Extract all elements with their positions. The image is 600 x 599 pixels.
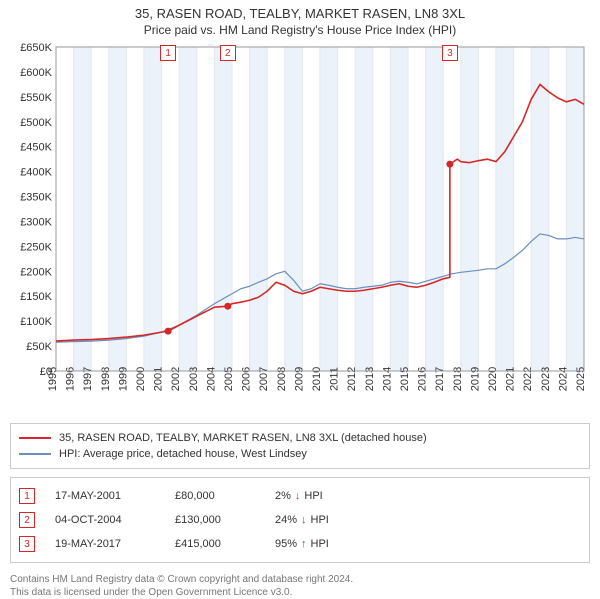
x-tick-label: 2010 — [311, 367, 323, 391]
x-tick-label: 1996 — [65, 367, 77, 391]
event-marker-box: 3 — [19, 536, 35, 552]
chart-area: 1995199619971998199920002001200220032004… — [10, 41, 590, 417]
event-date: 19-MAY-2017 — [55, 538, 155, 550]
x-tick-label: 2016 — [417, 367, 429, 391]
y-tick-label: £650K — [20, 42, 52, 54]
y-tick-label: £600K — [20, 67, 52, 79]
y-tick-label: £0 — [40, 366, 52, 378]
event-price: £80,000 — [175, 490, 255, 502]
chart-title: 35, RASEN ROAD, TEALBY, MARKET RASEN, LN… — [0, 6, 600, 21]
x-tick-label: 2000 — [135, 367, 147, 391]
y-tick-label: £500K — [20, 117, 52, 129]
x-tick-label: 2023 — [540, 367, 552, 391]
event-marker-box: 2 — [19, 512, 35, 528]
sale-marker-2: 2 — [220, 45, 236, 61]
x-tick-label: 2021 — [505, 367, 517, 391]
x-tick-label: 2005 — [223, 367, 235, 391]
y-tick-label: £350K — [20, 192, 52, 204]
y-tick-label: £100K — [20, 316, 52, 328]
x-tick-label: 2006 — [241, 367, 253, 391]
chart-svg: 1995199619971998199920002001200220032004… — [10, 41, 590, 417]
sale-marker-1: 1 — [160, 45, 176, 61]
events-table: 117-MAY-2001£80,0002%↓HPI204-OCT-2004£13… — [10, 477, 590, 563]
arrow-down-icon: ↓ — [301, 514, 307, 526]
arrow-down-icon: ↓ — [295, 490, 301, 502]
x-tick-label: 2007 — [258, 367, 270, 391]
x-tick-label: 2003 — [188, 367, 200, 391]
event-diff-suffix: HPI — [304, 490, 322, 502]
x-tick-label: 2020 — [487, 367, 499, 391]
event-price: £415,000 — [175, 538, 255, 550]
event-date: 17-MAY-2001 — [55, 490, 155, 502]
event-diff-suffix: HPI — [311, 538, 329, 550]
event-price: £130,000 — [175, 514, 255, 526]
event-row: 3 19-MAY-2017 £415,000 95% ↑ HPI — [19, 532, 581, 556]
x-tick-label: 1999 — [117, 367, 129, 391]
event-diff-pct: 2% — [275, 490, 291, 502]
y-tick-label: £400K — [20, 167, 52, 179]
event-diff: 95% ↑ HPI — [275, 538, 385, 550]
legend: 35, RASEN ROAD, TEALBY, MARKET RASEN, LN… — [10, 423, 590, 469]
x-tick-label: 2014 — [381, 367, 393, 391]
footer-line-1: Contains HM Land Registry data © Crown c… — [10, 573, 590, 586]
title-block: 35, RASEN ROAD, TEALBY, MARKET RASEN, LN… — [0, 0, 600, 39]
event-row: 2 04-OCT-2004 £130,000 24% ↓ HPI — [19, 508, 581, 532]
sale-point — [165, 328, 172, 335]
x-tick-label: 2001 — [153, 367, 165, 391]
x-tick-label: 2025 — [575, 367, 587, 391]
legend-swatch — [19, 437, 51, 439]
legend-row: 35, RASEN ROAD, TEALBY, MARKET RASEN, LN… — [19, 430, 581, 446]
legend-label: 35, RASEN ROAD, TEALBY, MARKET RASEN, LN… — [59, 432, 427, 444]
x-tick-label: 2012 — [346, 367, 358, 391]
footer: Contains HM Land Registry data © Crown c… — [10, 573, 590, 599]
sale-point — [224, 303, 231, 310]
event-diff: 24% ↓ HPI — [275, 514, 385, 526]
x-tick-label: 2015 — [399, 367, 411, 391]
x-tick-label: 2017 — [434, 367, 446, 391]
y-tick-label: £250K — [20, 241, 52, 253]
x-tick-label: 2002 — [170, 367, 182, 391]
event-diff-suffix: HPI — [311, 514, 329, 526]
x-tick-label: 2019 — [469, 367, 481, 391]
x-tick-label: 2008 — [276, 367, 288, 391]
x-tick-label: 2009 — [293, 367, 305, 391]
y-tick-label: £450K — [20, 142, 52, 154]
event-date: 04-OCT-2004 — [55, 514, 155, 526]
sale-marker-3: 3 — [442, 45, 458, 61]
y-tick-label: £200K — [20, 266, 52, 278]
x-tick-label: 1997 — [82, 367, 94, 391]
y-tick-label: £300K — [20, 216, 52, 228]
sale-point — [446, 161, 453, 168]
event-marker-box: 1 — [19, 488, 35, 504]
y-tick-label: £150K — [20, 291, 52, 303]
event-diff: 2% ↓HPI — [275, 490, 385, 502]
chart-subtitle: Price paid vs. HM Land Registry's House … — [0, 23, 600, 37]
legend-label: HPI: Average price, detached house, West… — [59, 448, 307, 460]
event-diff-pct: 95% — [275, 538, 297, 550]
event-diff-pct: 24% — [275, 514, 297, 526]
event-row: 1 17-MAY-2001 £80,000 2% ↓HPI — [19, 484, 581, 508]
legend-swatch — [19, 453, 51, 455]
arrow-up-icon: ↑ — [301, 538, 307, 550]
x-tick-label: 2024 — [557, 367, 569, 391]
y-tick-label: £50K — [26, 341, 52, 353]
x-tick-label: 2018 — [452, 367, 464, 391]
legend-row: HPI: Average price, detached house, West… — [19, 446, 581, 462]
footer-line-2: This data is licensed under the Open Gov… — [10, 586, 590, 599]
x-tick-label: 1998 — [100, 367, 112, 391]
x-tick-label: 2022 — [522, 367, 534, 391]
y-tick-label: £550K — [20, 92, 52, 104]
x-tick-label: 2004 — [205, 367, 217, 391]
x-tick-label: 2013 — [364, 367, 376, 391]
